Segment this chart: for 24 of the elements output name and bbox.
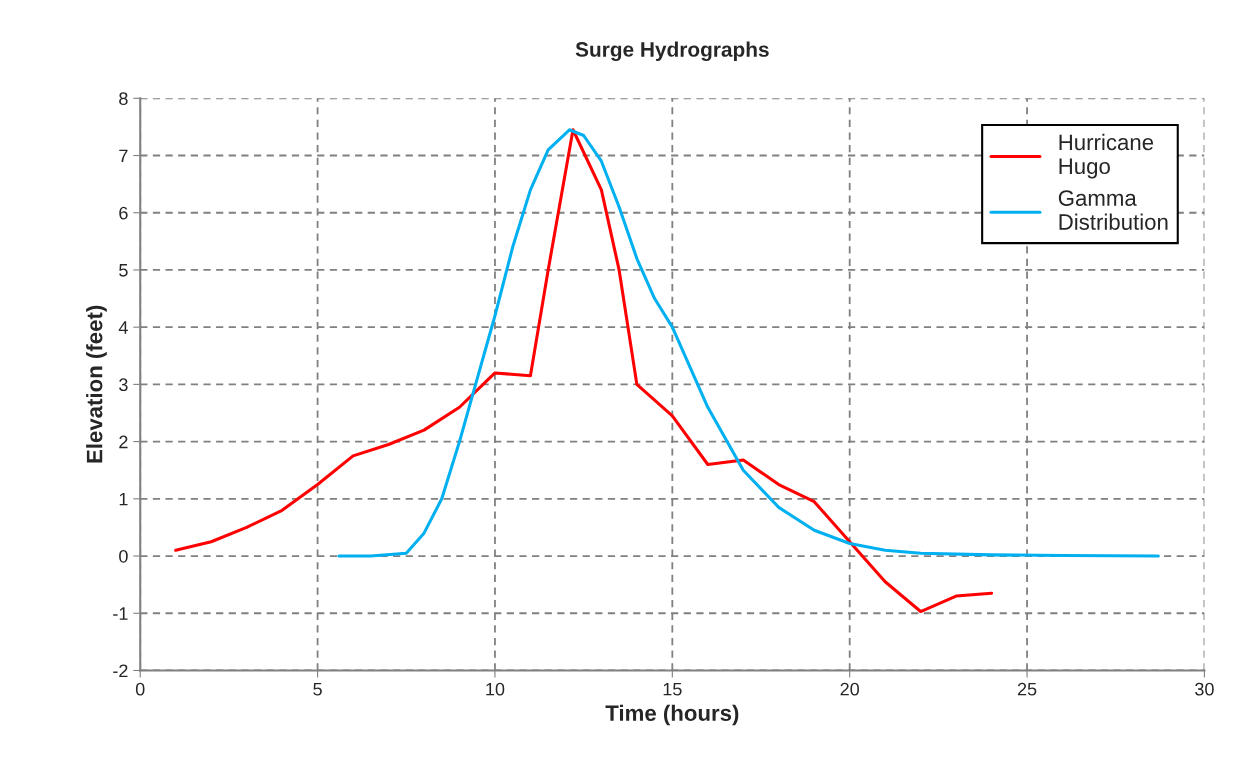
x-tick-label: 10	[486, 682, 505, 696]
y-tick-label: 4	[118, 321, 128, 334]
y-tick-label: 6	[119, 206, 128, 220]
y-tick-label: 2	[119, 435, 128, 449]
y-tick-label: 3	[119, 378, 128, 392]
y-axis-title: Elevation (feet)	[86, 305, 107, 463]
y-tick-label: 8	[119, 92, 128, 106]
y-tick-label: -1	[113, 607, 128, 620]
legend-label: Gamma Distribution	[1058, 190, 1168, 230]
y-tick-label: -2	[113, 664, 128, 678]
y-tick-label: 1	[119, 492, 128, 506]
x-tick-label: 5	[313, 682, 322, 696]
x-tick-label: 25	[1017, 682, 1037, 696]
legend-label: Hurricane Hugo	[1059, 133, 1154, 179]
y-tick-label: 7	[119, 149, 128, 163]
x-tick-label: 15	[663, 682, 682, 696]
x-tick-label: 30	[1195, 682, 1214, 696]
x-axis-title: Time (hours)	[605, 704, 739, 726]
y-tick-label: 5	[119, 264, 128, 277]
x-tick-label: 20	[840, 682, 860, 696]
x-tick-label: 0	[135, 682, 145, 696]
line-series	[174, 128, 994, 614]
chart-title: Surge Hydrographs	[575, 41, 769, 62]
y-tick-label: 0	[119, 549, 128, 563]
